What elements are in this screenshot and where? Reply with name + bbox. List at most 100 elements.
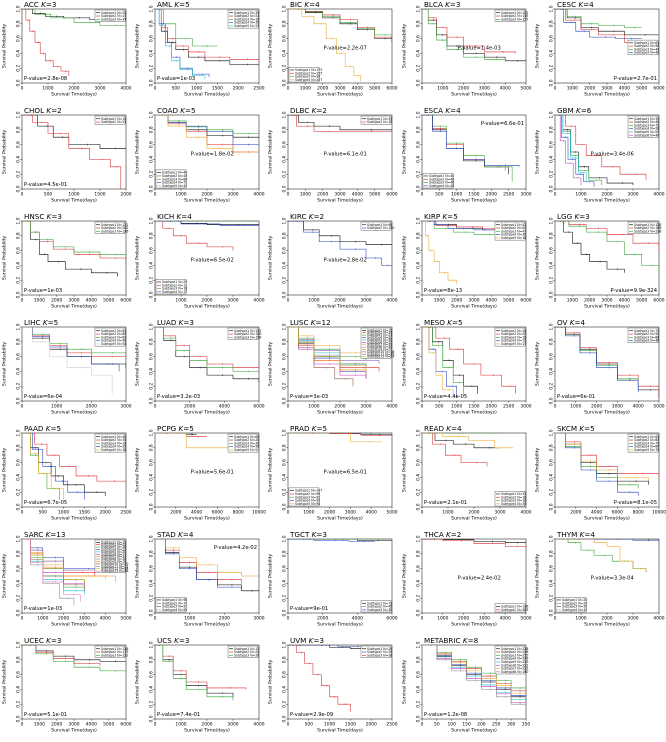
y-tick-label: 1.0 xyxy=(282,323,288,330)
x-axis-label: Survival Time(days) xyxy=(51,516,97,522)
y-tick-label: 0.8 xyxy=(149,20,155,27)
legend-label: Subtype2 N=16 xyxy=(501,495,526,499)
x-tick-label: 1000 xyxy=(437,615,448,621)
legend-label: Subtype2 N=150 xyxy=(234,332,261,336)
x-tick-label: 5000 xyxy=(369,191,380,197)
x-tick-label: 2500 xyxy=(387,721,398,727)
y-tick-label: 0.0 xyxy=(415,609,421,616)
legend-label: Subtype8 N=16 xyxy=(101,557,126,561)
legend-label: Subtype2 N=21 xyxy=(101,120,126,124)
x-axis-label: Survival Time(days) xyxy=(318,622,364,628)
km-curve xyxy=(288,221,393,270)
x-axis-label: Survival Time(days) xyxy=(318,92,364,98)
y-tick-label: 0.2 xyxy=(282,489,288,496)
km-curve xyxy=(421,327,454,398)
y-tick-label: 0.6 xyxy=(149,247,155,254)
legend-label: Subtype2 N=34 xyxy=(101,438,126,442)
y-tick-label: 0.6 xyxy=(548,565,554,572)
km-curve xyxy=(22,115,122,189)
y-tick-label: 1.0 xyxy=(15,323,21,330)
x-axis-label: Survival Time(days) xyxy=(184,516,230,522)
km-curve xyxy=(22,645,101,666)
x-tick-label: 2000 xyxy=(219,615,230,621)
y-tick-label: 0.8 xyxy=(282,232,288,239)
legend-label: Subtype4 N=15 xyxy=(501,339,526,343)
y-tick-label: 0.6 xyxy=(149,141,155,148)
y-axis-label: Survival Probability xyxy=(534,554,540,599)
legend-label: Subtype3 N=18 xyxy=(501,499,526,503)
y-tick-label: 0.2 xyxy=(415,65,421,72)
curve-group xyxy=(22,645,126,672)
x-tick-label: 0 xyxy=(154,297,157,303)
p-value-label: P-value=6.1e-01 xyxy=(324,152,367,158)
legend-label: Subtype1 N=98 xyxy=(162,598,187,602)
y-axis-label: Survival Probability xyxy=(135,24,141,69)
x-tick-label: 5000 xyxy=(653,403,664,409)
y-tick-label: 0.4 xyxy=(15,50,21,57)
y-tick-label: 0.8 xyxy=(149,232,155,239)
legend-label: Subtype4 N=71 xyxy=(162,181,187,185)
y-tick-label: 0.6 xyxy=(282,565,288,572)
km-chart-svg: DLBC K=2 0.0 0.2 0.4 0.6 0.8 1.0 0 1000 2000 3000 4… xyxy=(268,106,398,204)
km-curve xyxy=(22,9,126,26)
x-tick-label: 150 xyxy=(462,721,471,727)
legend-label: Subtype1 N=18 xyxy=(501,329,526,333)
km-curve xyxy=(421,115,519,167)
km-panel-lihc: LIHC K=5 0.0 0.2 0.4 0.6 0.8 1.0 0 1000 2000 3000 S… xyxy=(0,318,133,424)
legend-label: Subtype3 N=92 xyxy=(295,495,320,499)
km-curve xyxy=(155,221,260,226)
y-axis-label: Survival Probability xyxy=(2,554,8,599)
y-tick-label: 1.0 xyxy=(15,111,21,118)
x-tick-label: 3000 xyxy=(627,191,638,197)
curve-group xyxy=(288,9,393,82)
x-tick-label: 3000 xyxy=(361,297,372,303)
x-tick-label: 10000 xyxy=(652,509,666,515)
legend-label: Subtype6 N=221 xyxy=(501,663,528,667)
x-tick-label: 0 xyxy=(420,721,423,727)
y-tick-label: 0.6 xyxy=(415,459,421,466)
km-panel-cesc: CESC K=4 0.0 0.2 0.4 0.6 0.8 1.0 0 1000 2000 3000 4… xyxy=(533,0,666,106)
x-axis-label: Survival Time(days) xyxy=(584,198,630,204)
x-tick-label: 3000 xyxy=(228,191,239,197)
y-axis-label: Survival Probability xyxy=(2,660,8,705)
km-curve xyxy=(421,327,464,394)
legend-label: Subtype2 N=85 xyxy=(634,438,659,442)
x-tick-label: 300 xyxy=(507,721,516,727)
legend-label: Subtype1 N=19 xyxy=(101,540,126,544)
legend-label: Subtype1 N=69 xyxy=(234,435,259,439)
km-curve xyxy=(155,115,260,153)
legend-label: Subtype3 N=216 xyxy=(634,229,661,233)
p-value-label: P-value=5.1e-01 xyxy=(24,712,67,718)
legend-label: Subtype1 N=61 xyxy=(101,329,126,333)
p-value-label: P-value=3.2e-03 xyxy=(157,394,200,400)
legend-label: Subtype2 N=43 xyxy=(162,174,187,178)
y-tick-label: 0.2 xyxy=(548,595,554,602)
legend-label: Subtype1 N=136 xyxy=(501,605,528,609)
curve-group xyxy=(554,115,647,187)
km-curve xyxy=(288,9,393,38)
y-tick-label: 0.4 xyxy=(149,368,155,375)
x-tick-label: 3000 xyxy=(601,85,612,91)
x-tick-label: 3000 xyxy=(68,721,79,727)
km-chart-svg: THCA K=2 0.0 0.2 0.4 0.6 0.8 1.0 0 1000 2000 3000 4… xyxy=(401,530,531,628)
p-value-label: P-value=6e-04 xyxy=(24,394,63,400)
x-tick-label: 0 xyxy=(287,615,290,621)
y-tick-label: 1.0 xyxy=(149,641,155,648)
x-tick-label: 0 xyxy=(553,615,556,621)
x-tick-label: 1000 xyxy=(176,297,187,303)
y-tick-label: 0.8 xyxy=(15,232,21,239)
y-tick-label: 0.6 xyxy=(415,247,421,254)
p-value-label: P-value=2.8e-02 xyxy=(324,258,367,264)
legend-label: Subtype1 N=15 xyxy=(101,117,126,121)
km-panel-tgct: TGCT K=3 0.0 0.2 0.4 0.6 0.8 1.0 0 2000 4000 6000 S… xyxy=(266,530,399,636)
x-tick-label: 3000 xyxy=(228,297,239,303)
x-axis-label: Survival Time(days) xyxy=(584,304,630,310)
x-tick-label: 4000 xyxy=(352,85,363,91)
km-curve xyxy=(22,433,85,500)
x-tick-label: 5000 xyxy=(636,297,647,303)
y-tick-label: 0.4 xyxy=(15,580,21,587)
y-tick-label: 0.8 xyxy=(282,550,288,557)
